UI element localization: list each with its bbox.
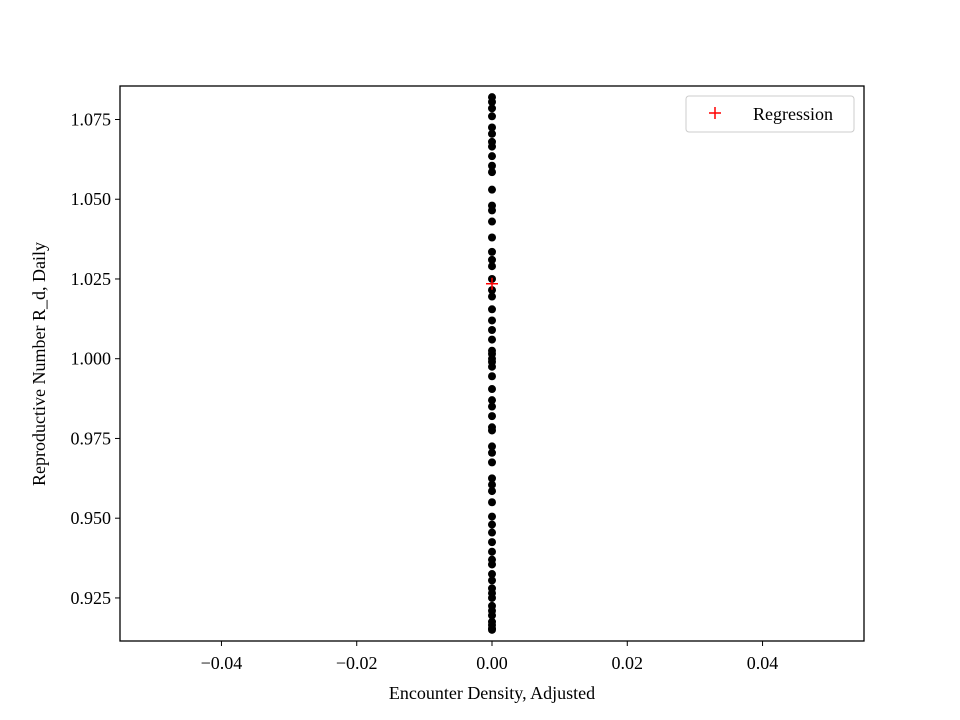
y-tick-label: 1.050: [71, 189, 112, 209]
data-point: [488, 448, 496, 457]
data-point: [488, 458, 496, 467]
data-point: [488, 104, 496, 113]
y-tick-label: 0.950: [71, 508, 112, 528]
y-tick-label: 1.075: [71, 109, 112, 129]
data-point: [488, 255, 496, 264]
data-point: [488, 402, 496, 411]
data-point: [488, 570, 496, 579]
data-point: [488, 123, 496, 132]
data-point: [488, 206, 496, 215]
data-point: [488, 611, 496, 620]
y-tick-label: 1.000: [71, 349, 112, 369]
data-point: [488, 480, 496, 489]
data-point: [488, 412, 496, 421]
legend-box: [685, 95, 855, 133]
data-point: [488, 560, 496, 569]
data-point: [488, 547, 496, 556]
data-point: [488, 442, 496, 451]
y-axis-ticks: 0.925 0.950 0.975 1.000 1.025 1.050 1.075: [71, 109, 120, 608]
data-point: [488, 335, 496, 344]
x-axis-ticks: −0.04 −0.02 0.00 0.02 0.04: [201, 641, 779, 673]
legend-plus-marker: [709, 107, 721, 119]
legend-marker-regression: [709, 107, 721, 119]
data-point: [488, 426, 496, 435]
data-point: [488, 142, 496, 151]
x-tick-label: 0.04: [747, 653, 779, 673]
legend: Regression: [685, 95, 855, 133]
data-point: [488, 528, 496, 537]
data-point: [488, 625, 496, 634]
data-point: [488, 576, 496, 585]
y-tick-label: 1.025: [71, 269, 112, 289]
y-tick-label: 0.975: [71, 428, 112, 448]
data-point: [488, 262, 496, 271]
data-point: [488, 372, 496, 381]
data-point: [488, 512, 496, 521]
data-point: [488, 247, 496, 256]
data-point: [488, 286, 496, 295]
data-point: [488, 316, 496, 325]
x-tick-label: 0.00: [476, 653, 508, 673]
y-axis-label: Reproductive Number R_d, Daily: [29, 242, 49, 486]
regression-point: [486, 277, 498, 290]
data-point: [488, 129, 496, 138]
data-point: [488, 474, 496, 483]
data-point: [488, 97, 496, 106]
data-point: [488, 168, 496, 177]
x-tick-label: −0.02: [336, 653, 378, 673]
x-tick-label: −0.04: [201, 653, 243, 673]
data-point: [488, 385, 496, 394]
data-point: [488, 538, 496, 547]
data-point: [488, 233, 496, 242]
legend-label-regression: Regression: [753, 104, 833, 124]
data-point: [488, 305, 496, 314]
data-point: [488, 396, 496, 405]
x-axis-label: Encounter Density, Adjusted: [389, 683, 595, 703]
data-point: [488, 292, 496, 301]
data-point: [488, 161, 496, 170]
data-point: [488, 185, 496, 194]
data-point: [488, 498, 496, 507]
data-point: [488, 362, 496, 371]
data-point: [488, 217, 496, 226]
data-point: [488, 520, 496, 529]
y-tick-label: 0.925: [71, 588, 112, 608]
data-point: [488, 152, 496, 161]
data-point: [488, 112, 496, 121]
data-point: [488, 487, 496, 496]
data-point: [488, 326, 496, 335]
data-point: [488, 593, 496, 602]
data-points: [486, 93, 498, 634]
x-tick-label: 0.02: [612, 653, 644, 673]
